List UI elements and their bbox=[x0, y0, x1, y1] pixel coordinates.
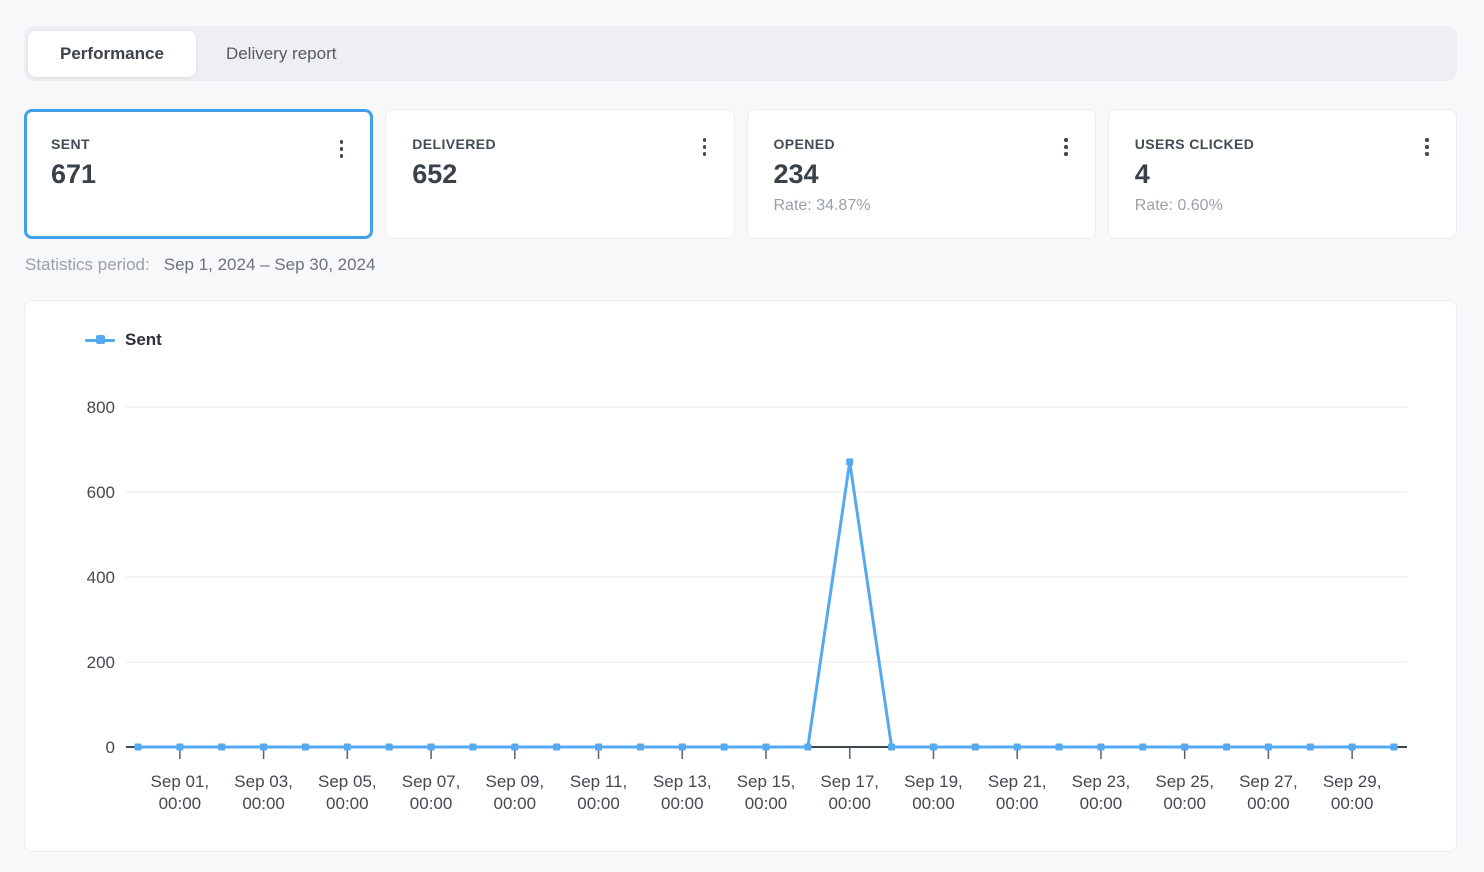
tab-performance-label: Performance bbox=[60, 43, 164, 63]
svg-text:600: 600 bbox=[87, 483, 115, 502]
svg-text:800: 800 bbox=[87, 398, 115, 417]
stat-cards-row: SENT 671 DELIVERED 652 OPENED 234 Rate: … bbox=[24, 109, 1457, 239]
svg-text:Sep 29,00:00: Sep 29, 00:00 bbox=[1323, 772, 1382, 813]
stat-card-users-clicked-label: USERS CLICKED bbox=[1134, 136, 1255, 152]
svg-text:Sep 09,00:00: Sep 09, 00:00 bbox=[485, 772, 544, 813]
tab-bar: Performance Delivery report bbox=[24, 26, 1457, 81]
stat-card-sent-value: 671 bbox=[51, 159, 97, 189]
statistics-period-value: Sep 1, 2024 – Sep 30, 2024 bbox=[163, 255, 376, 274]
statistics-period-label: Statistics period: bbox=[25, 255, 150, 274]
stat-card-opened[interactable]: OPENED 234 Rate: 34.87% bbox=[746, 109, 1096, 239]
tab-delivery-report[interactable]: Delivery report bbox=[196, 31, 367, 77]
stat-card-users-clicked-rate: Rate: 0.60% bbox=[1134, 197, 1223, 214]
svg-text:Sep 15,00:00: Sep 15, 00:00 bbox=[737, 772, 796, 813]
svg-text:Sep 11,00:00: Sep 11, 00:00 bbox=[570, 772, 627, 813]
legend-sent-label: Sent bbox=[125, 330, 162, 349]
svg-text:Sep 17,00:00: Sep 17, 00:00 bbox=[820, 772, 879, 813]
stat-card-opened-value: 234 bbox=[773, 159, 819, 189]
stat-card-opened-label: OPENED bbox=[773, 136, 836, 152]
stat-card-sent[interactable]: SENT 671 bbox=[24, 109, 374, 239]
svg-text:Sep 25,00:00: Sep 25, 00:00 bbox=[1155, 772, 1214, 813]
stat-card-opened-rate: Rate: 34.87% bbox=[773, 197, 871, 214]
svg-text:0: 0 bbox=[106, 738, 115, 757]
chart-panel: Sent 0 200 400 600 800 Sep 01, 00:00 Sep 03, 00:… bbox=[24, 300, 1457, 852]
kebab-menu-icon[interactable] bbox=[1057, 136, 1075, 158]
kebab-menu-icon[interactable] bbox=[1418, 136, 1436, 158]
sent-line-chart: 0 200 400 600 800 Sep 01, 00:00 Sep 03, 00:00 Sep… bbox=[87, 398, 1407, 813]
stat-card-delivered-value: 652 bbox=[412, 159, 458, 189]
statistics-period: Statistics period: Sep 1, 2024 – Sep 30,… bbox=[25, 255, 375, 275]
stat-card-users-clicked[interactable]: USERS CLICKED 4 Rate: 0.60% bbox=[1107, 109, 1457, 239]
legend-sent-marker-icon bbox=[85, 335, 115, 344]
svg-text:Sep 13,00:00: Sep 13, 00:00 bbox=[653, 772, 712, 813]
tab-delivery-report-label: Delivery report bbox=[225, 43, 337, 63]
svg-text:Sep 27,00:00: Sep 27, 00:00 bbox=[1239, 772, 1298, 813]
svg-text:400: 400 bbox=[87, 568, 115, 587]
stat-card-delivered-label: DELIVERED bbox=[412, 136, 496, 152]
svg-text:Sep 07,00:00: Sep 07, 00:00 bbox=[402, 772, 461, 813]
tab-performance[interactable]: Performance bbox=[28, 30, 196, 77]
legend-item-sent[interactable]: Sent bbox=[85, 327, 162, 353]
stat-card-users-clicked-value: 4 bbox=[1134, 159, 1150, 189]
svg-text:Sep 01,00:00: Sep 01, 00:00 bbox=[151, 772, 210, 813]
svg-text:Sep 23,00:00: Sep 23, 00:00 bbox=[1072, 772, 1131, 813]
stat-card-delivered[interactable]: DELIVERED 652 bbox=[385, 109, 735, 239]
svg-text:Sep 05,00:00: Sep 05, 00:00 bbox=[318, 772, 377, 813]
kebab-menu-icon[interactable] bbox=[696, 136, 714, 158]
stat-card-sent-label: SENT bbox=[51, 136, 90, 152]
svg-text:200: 200 bbox=[87, 653, 115, 672]
kebab-menu-icon[interactable] bbox=[332, 138, 350, 160]
svg-text:Sep 19,00:00: Sep 19, 00:00 bbox=[904, 772, 963, 813]
svg-text:Sep 03,00:00: Sep 03, 00:00 bbox=[234, 772, 293, 813]
svg-text:Sep 21,00:00: Sep 21, 00:00 bbox=[988, 772, 1047, 813]
